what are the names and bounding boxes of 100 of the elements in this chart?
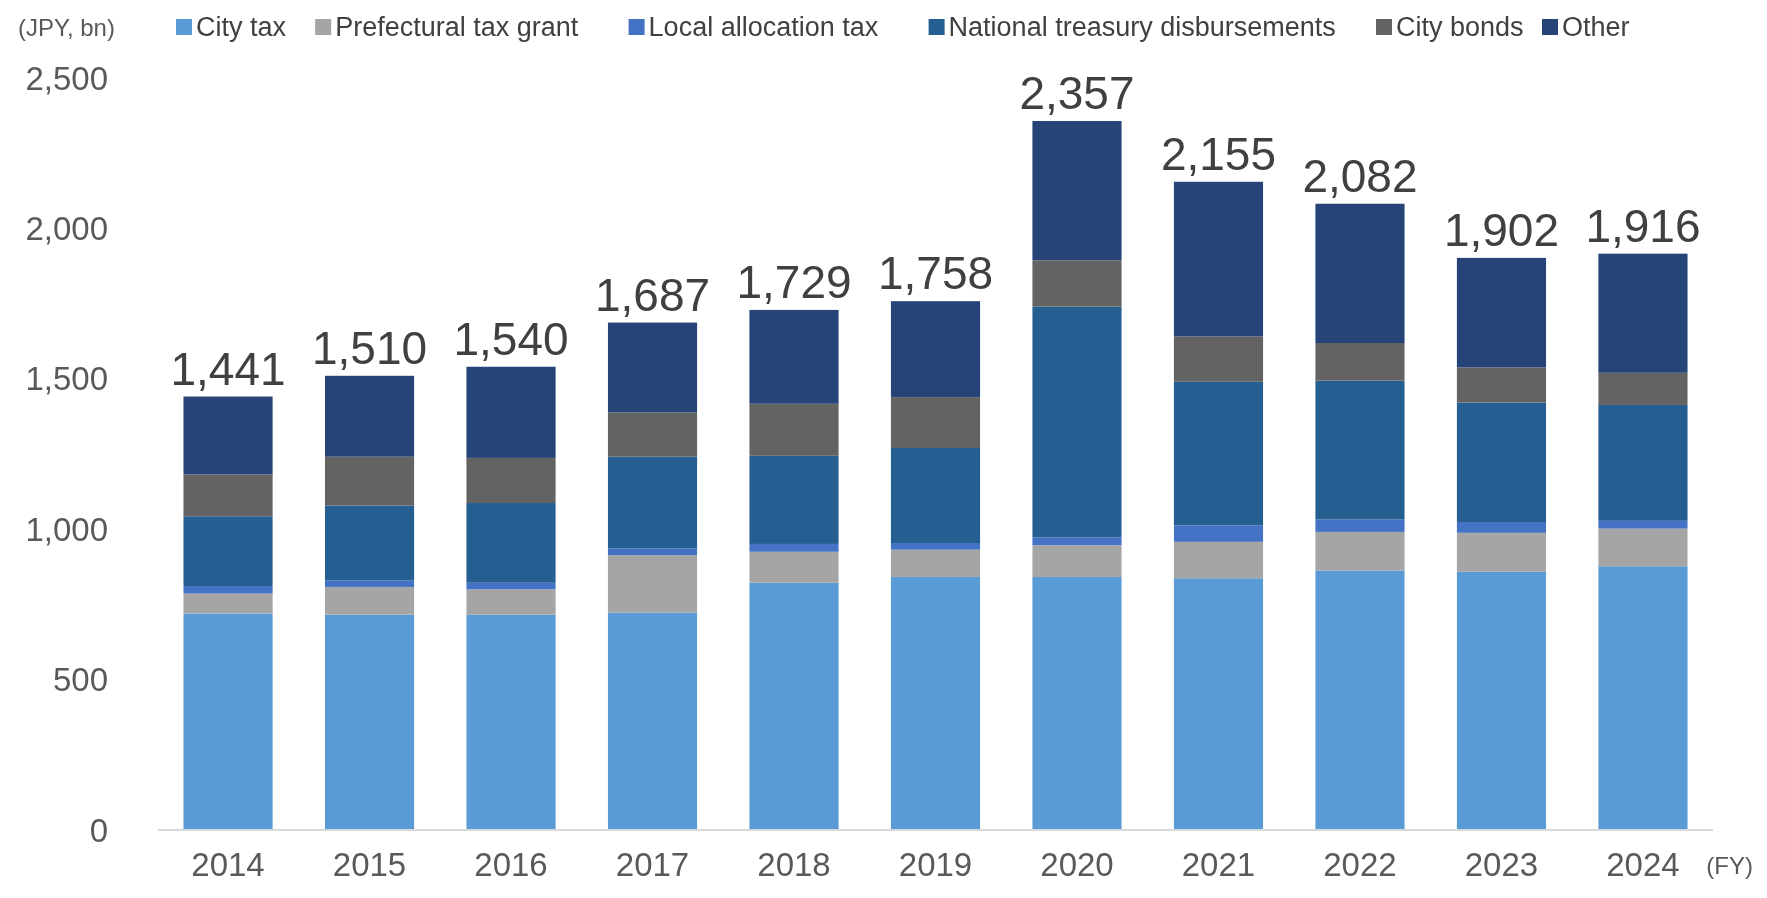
x-tick-label: 2020 [1040,846,1114,883]
bar [1598,566,1688,830]
bar [607,548,698,556]
y-tick-label: 1,000 [25,510,108,548]
bar [183,516,273,587]
bar [1173,336,1264,382]
bar [1456,257,1547,368]
x-tick-label: 2014 [191,846,265,883]
total-label: 1,916 [1585,199,1701,252]
bar [183,593,273,614]
bar [1315,570,1405,830]
bar [466,614,556,830]
bar [1032,306,1122,538]
bar [607,322,698,413]
bar [1032,537,1122,546]
bar [1598,253,1688,373]
y-tick-label: 2,000 [25,209,108,247]
x-tick-label: 2021 [1181,846,1256,883]
x-tick-label: 2015 [332,846,407,883]
x-tick-label: 2018 [757,846,831,883]
bar [1173,541,1264,579]
legend-label: Prefectural tax grant [335,12,579,42]
bar [890,447,981,544]
bar [1173,381,1264,526]
bar [749,309,839,404]
bar [324,614,415,830]
legend-label: City tax [196,12,287,42]
bar [183,586,273,594]
bar [890,543,981,550]
bar [183,474,273,517]
bar [607,612,698,830]
bar [1315,380,1405,520]
bar [1032,577,1122,830]
bar [1173,578,1264,830]
y-tick-label: 2,500 [25,59,108,97]
x-tick-label: 2024 [1606,846,1680,883]
bar [890,577,981,830]
bar [1456,402,1547,522]
text: (FY) [1706,852,1753,879]
total-label: 1,758 [877,247,994,300]
bar [1598,404,1688,521]
bar [890,301,981,398]
bar [1315,531,1405,571]
bar [1456,571,1547,830]
bar [324,505,415,581]
bar [749,543,839,552]
bar [1598,520,1688,529]
bar [324,456,415,506]
text: (JPY, bn) [18,14,115,41]
x-tick-label: 2022 [1323,846,1397,883]
bar [1598,528,1688,567]
bar [466,457,556,504]
bar [749,403,839,456]
total-label: 1,687 [594,268,711,321]
bar [183,613,273,830]
bar [1032,121,1122,261]
total-label: 1,729 [736,255,852,308]
bar [1032,260,1122,307]
x-tick-label: 2016 [474,846,548,883]
y-tick-label: 1,500 [25,360,108,398]
total-label: 1,902 [1443,203,1560,256]
bar [890,397,981,448]
bar [1315,519,1405,532]
bar [607,412,698,457]
bar [1456,521,1547,533]
total-label: 1,441 [170,342,286,395]
total-label: 2,155 [1160,127,1277,180]
bar [749,582,839,830]
total-label: 2,357 [1019,67,1135,120]
bar [1456,367,1547,403]
bar [1315,343,1405,381]
total-label: 1,510 [311,321,428,374]
bar [324,586,415,615]
legend-label: City bonds [1396,12,1524,42]
bar [749,551,839,583]
y-tick-label: 500 [52,661,108,699]
bar [1173,525,1264,542]
bar [466,582,556,590]
legend-label: National treasury disbursements [948,12,1336,42]
bar [466,589,556,615]
bar [1173,181,1264,337]
y-tick-label: 0 [89,811,108,849]
bar [1598,372,1688,405]
bar [749,455,839,544]
bar [183,396,273,475]
x-tick-label: 2017 [615,846,690,883]
bar [1315,203,1405,343]
legend-label: Other [1562,12,1630,42]
total-label: 1,540 [453,312,569,365]
x-tick-label: 2019 [898,846,973,883]
x-tick-label: 2023 [1464,846,1539,883]
bar [607,555,698,613]
bar [890,549,981,578]
total-label: 2,082 [1302,149,1418,202]
bar [1456,532,1547,572]
bar [607,456,698,549]
bar [466,366,556,458]
bar [1032,545,1122,578]
bar [324,580,415,587]
bar [466,503,556,583]
